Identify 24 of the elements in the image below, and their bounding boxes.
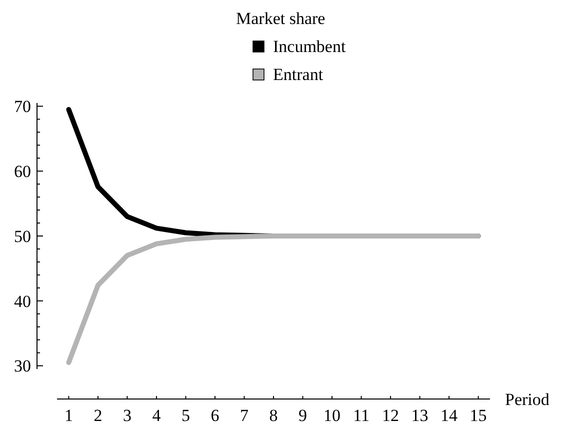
- x-tick-label: 7: [240, 406, 249, 425]
- x-tick-label: 1: [64, 406, 73, 425]
- x-tick-label: 13: [411, 406, 428, 425]
- x-tick-label: 11: [353, 406, 370, 425]
- x-tick-label: 3: [122, 406, 132, 425]
- y-tick-label: 50: [14, 226, 31, 246]
- y-tick-label: 40: [14, 292, 31, 311]
- legend-label: Incumbent: [273, 37, 346, 56]
- x-tick-label: 10: [324, 406, 341, 425]
- x-tick-label: 2: [94, 406, 102, 425]
- x-tick-label: 12: [382, 406, 400, 425]
- y-tick-label: 30: [14, 356, 31, 376]
- x-tick-label: 9: [298, 406, 308, 425]
- y-tick-label: 70: [14, 97, 31, 116]
- x-tick-label: 14: [440, 406, 458, 425]
- x-tick-label: 15: [470, 406, 487, 425]
- x-tick-label: 4: [152, 406, 162, 425]
- x-tick-label: 6: [210, 406, 220, 425]
- legend-label: Entrant: [273, 65, 324, 84]
- legend-title: Market share: [236, 9, 326, 28]
- y-tick-label: 60: [14, 162, 31, 182]
- x-axis-title: Period: [505, 390, 550, 409]
- x-tick-label: 8: [269, 406, 278, 425]
- x-tick-label: 5: [181, 406, 190, 425]
